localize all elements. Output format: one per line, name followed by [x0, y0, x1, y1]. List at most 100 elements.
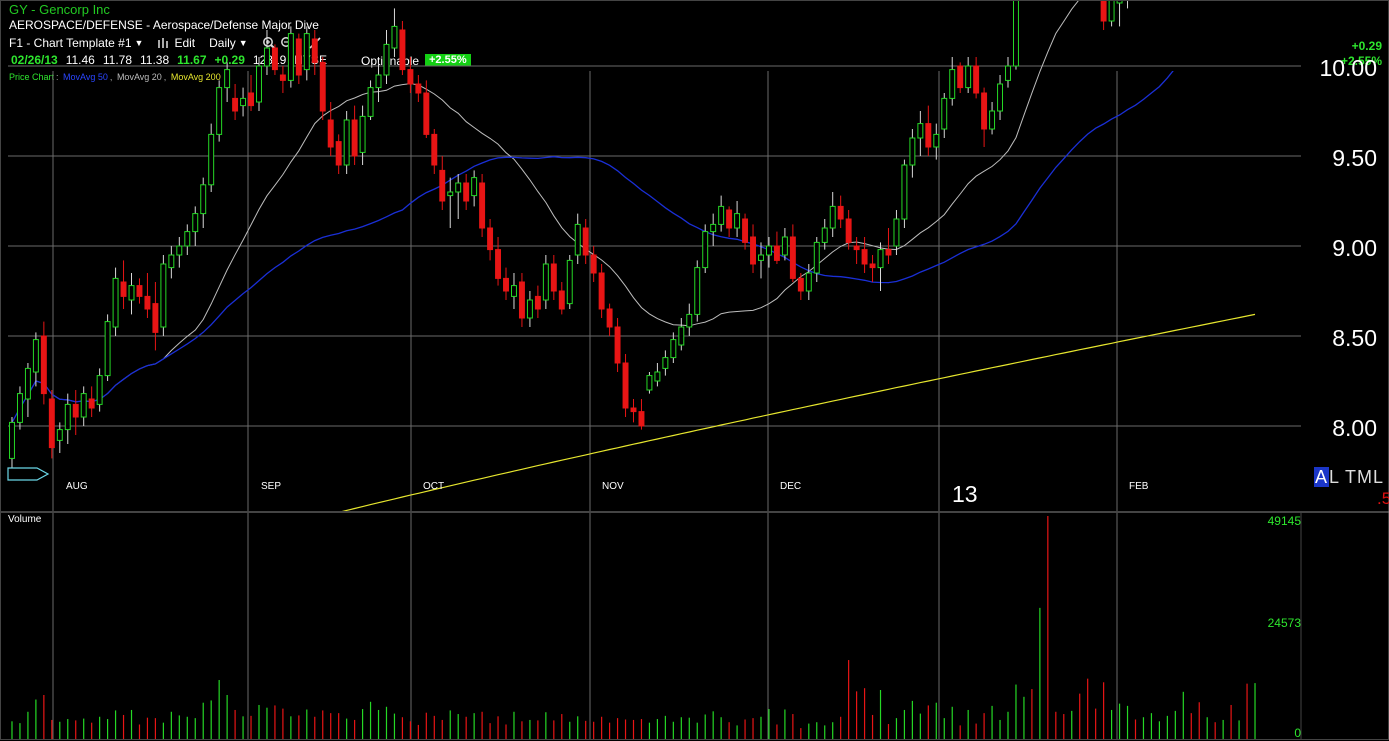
candle	[758, 242, 764, 279]
y-tick-label: 8.50	[1332, 325, 1377, 351]
industry-label: AEROSPACE/DEFENSE - Aerospace/Defense Ma…	[9, 18, 319, 32]
x-tick-label: NOV	[602, 481, 624, 492]
candle	[1013, 1, 1019, 70]
candle	[630, 399, 637, 423]
candle	[176, 237, 183, 268]
candle	[869, 255, 876, 282]
candle	[184, 224, 191, 255]
y-tick-label: 9.50	[1332, 145, 1377, 171]
candle	[279, 66, 286, 93]
symbol-title: GY - Gencorp Inc	[9, 2, 110, 17]
candle	[750, 224, 756, 273]
volume-tick-label: 49145	[1268, 514, 1302, 528]
candle	[367, 80, 374, 120]
candle	[973, 57, 980, 99]
candle	[885, 228, 892, 264]
quote-volume: 12319	[252, 53, 287, 67]
candle	[702, 224, 709, 273]
candle	[534, 285, 541, 318]
candle	[742, 213, 749, 250]
candle	[789, 224, 796, 282]
candle	[925, 105, 932, 156]
candle	[710, 213, 717, 246]
candle	[64, 393, 71, 444]
zoom-in-button[interactable]	[262, 36, 276, 50]
candle	[765, 237, 772, 268]
period-dropdown[interactable]: Daily ▼	[209, 36, 248, 50]
zoom-out-button[interactable]	[280, 36, 294, 50]
candle	[638, 399, 645, 430]
candle	[120, 260, 127, 309]
alert-a-button[interactable]: A	[1314, 467, 1330, 487]
quote-high: 11.78	[102, 53, 132, 67]
chevron-down-icon: ▼	[238, 38, 248, 48]
candle	[694, 260, 701, 322]
candle	[933, 123, 940, 160]
edit-button[interactable]: Edit	[157, 36, 195, 50]
legend-ma50[interactable]: MovAvg 50	[63, 72, 108, 82]
candle	[48, 390, 55, 459]
edit-label: Edit	[174, 36, 196, 50]
candle	[821, 219, 828, 250]
candle	[598, 264, 605, 318]
candle	[455, 174, 462, 219]
candle	[32, 332, 39, 387]
year-label: 13	[952, 481, 978, 507]
candle	[152, 282, 159, 351]
alert-buttons[interactable]: AL TML	[1314, 467, 1384, 488]
quote-date: 02/26/13	[11, 53, 58, 67]
candle	[566, 255, 573, 309]
candle	[423, 80, 430, 138]
candle	[893, 210, 900, 255]
candle	[88, 386, 95, 417]
candle	[56, 422, 63, 453]
legend-ma200[interactable]: MovAvg 200	[170, 72, 221, 82]
x-tick-label: FEB	[1129, 481, 1149, 492]
candle	[670, 332, 677, 363]
candle	[614, 318, 621, 372]
candle	[646, 372, 653, 394]
candle	[622, 354, 629, 417]
candle	[144, 273, 151, 318]
candle	[240, 87, 247, 117]
candle	[574, 213, 581, 264]
candle	[471, 170, 478, 207]
candle	[24, 363, 31, 417]
candle	[1116, 1, 1123, 27]
y-tick-label: 8.00	[1332, 415, 1377, 441]
period-label: Daily	[209, 36, 236, 50]
draw-line-button[interactable]	[308, 36, 322, 50]
candle	[909, 129, 916, 178]
quote-exchange: NYSE	[294, 53, 327, 67]
candle	[734, 201, 741, 237]
quote-change: +0.29	[214, 53, 245, 67]
candle	[391, 8, 398, 57]
legend-separator: ,	[109, 72, 113, 82]
candle	[112, 267, 119, 336]
chart-template-dropdown[interactable]: F1 - Chart Template #1 ▼	[9, 36, 143, 50]
candle	[431, 129, 438, 174]
candle	[813, 237, 820, 282]
candle	[327, 102, 334, 156]
volume-panel-title: Volume	[8, 514, 42, 525]
candle	[989, 102, 996, 135]
optionable-label: Optionable	[361, 54, 420, 68]
candle	[558, 282, 565, 315]
legend-price-chart[interactable]: Price Chart	[9, 72, 55, 82]
alert-rest-buttons[interactable]: L TML	[1329, 467, 1385, 487]
candle	[208, 123, 215, 192]
alert-red-label: .5	[1377, 489, 1389, 508]
candle	[192, 206, 199, 246]
candle	[439, 156, 446, 210]
scroll-tab-marker[interactable]	[7, 467, 50, 481]
candle	[829, 192, 836, 237]
candle	[1127, 1, 1129, 9]
change-value: +0.29	[1351, 39, 1382, 53]
candle	[542, 255, 549, 309]
candle	[479, 174, 486, 237]
zoom-in-icon	[262, 37, 276, 50]
change-readout: +0.29 +2.55%	[1341, 39, 1382, 69]
legend-ma20[interactable]: MovAvg 20	[116, 72, 162, 82]
candle	[216, 80, 223, 142]
